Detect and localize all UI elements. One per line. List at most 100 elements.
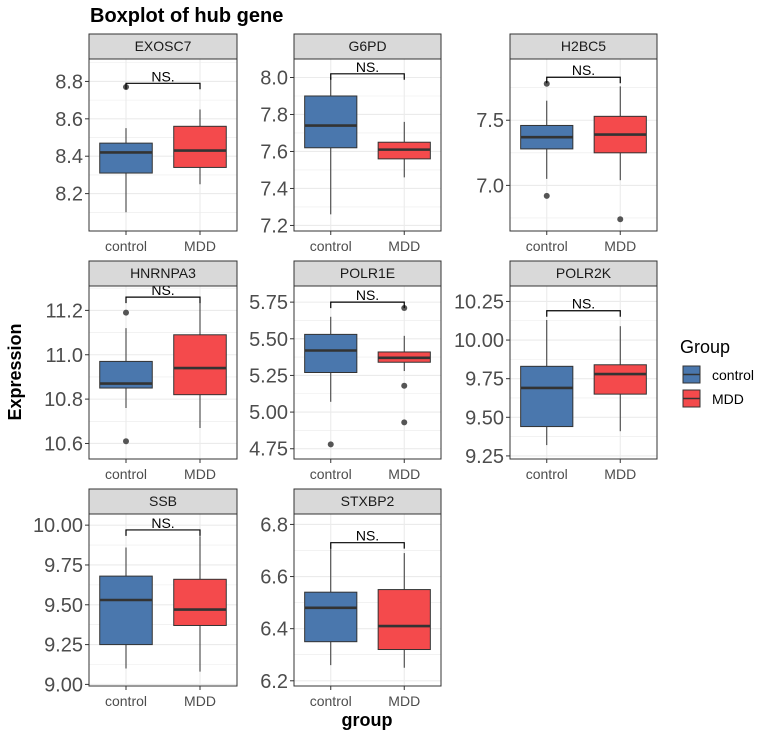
significance-label: NS. [151, 515, 174, 531]
facet-strip-label: HNRNPA3 [130, 265, 196, 281]
x-tick-label: control [105, 238, 147, 254]
y-axis-label: Expression [5, 323, 25, 420]
significance-label: NS. [572, 296, 595, 312]
facet-strip-label: STXBP2 [341, 493, 395, 509]
y-tick-label: 7.6 [260, 141, 288, 163]
facet-strip-label: SSB [149, 493, 177, 509]
significance-bracket [125, 82, 201, 90]
significance-label: NS. [356, 59, 379, 75]
facet-strip-label: POLR1E [340, 265, 395, 281]
x-tick-label: MDD [184, 693, 216, 709]
facet-strip [88, 488, 238, 515]
legend: Group control MDD [680, 337, 754, 408]
box-iqr [304, 591, 358, 643]
y-tick-label: 11.0 [46, 345, 83, 367]
y-tick-label: 7.8 [260, 104, 288, 126]
significance-bracket [125, 529, 201, 536]
x-tick-label: MDD [604, 466, 636, 482]
box-control [520, 80, 574, 199]
significance-bracket [546, 310, 621, 317]
y-tick-label: 4.75 [249, 439, 288, 461]
box-iqr [593, 364, 647, 395]
y-tick-label: 9.75 [465, 369, 504, 391]
y-tick-label: 8.2 [55, 184, 83, 206]
significance-label: NS. [572, 62, 595, 78]
y-tick-label: 5.00 [249, 402, 288, 424]
facet-strip [293, 260, 442, 287]
box-control [99, 309, 153, 445]
outlier-point [543, 80, 550, 87]
y-tick-label: 8.4 [55, 146, 83, 168]
x-tick-label: MDD [388, 238, 420, 254]
box-iqr [304, 333, 358, 373]
y-tick-label: 8.8 [55, 71, 83, 93]
box-control [99, 84, 153, 213]
box-iqr [99, 575, 153, 646]
facet-strip [509, 260, 658, 287]
x-tick-label: control [310, 466, 352, 482]
box-mdd [173, 536, 227, 672]
box-mdd [173, 301, 227, 428]
facet-strip-label: G6PD [348, 38, 386, 54]
panel-stxbp2: NS. STXBP2 6.2 6.4 6.6 6.8 control MDD [260, 488, 442, 709]
significance-bracket [546, 76, 621, 84]
x-axis-label: group [342, 710, 393, 730]
x-tick-label: control [105, 466, 147, 482]
outlier-point [123, 438, 129, 445]
outlier-point [401, 419, 408, 426]
outlier-point [617, 216, 624, 223]
y-tick-label: 7.4 [260, 178, 288, 200]
facet-strip [88, 33, 238, 60]
y-tick-label: 9.50 [44, 595, 83, 617]
facet-strip-label: EXOSC7 [135, 38, 192, 54]
significance-label: NS. [151, 68, 174, 84]
y-tick-label: 9.25 [44, 635, 83, 657]
y-tick-label: 9.25 [465, 446, 504, 468]
significance-bracket [125, 296, 201, 304]
y-tick-label: 7.0 [476, 175, 504, 197]
facet-strip-label: H2BC5 [561, 38, 606, 54]
box-mdd [377, 121, 431, 178]
outlier-point [123, 309, 129, 316]
box-mdd [377, 553, 431, 668]
box-iqr [520, 365, 574, 428]
outlier-point [401, 382, 408, 389]
y-tick-label: 9.75 [44, 555, 83, 577]
panel-polr1e: NS. POLR1E 4.75 5.00 5.25 5.50 5.75 control MDD [249, 260, 442, 482]
panels-layer: NS. EXOSC7 8.2 8.4 8.6 8.8 control MDD NS. G6PD 7.… [33, 33, 658, 709]
x-tick-label: MDD [184, 238, 216, 254]
panel-ssb: NS. SSB 9.00 9.25 9.50 9.75 10.00 control MDD [33, 488, 238, 709]
y-tick-label: 7.5 [476, 110, 504, 132]
y-tick-label: 11.2 [46, 300, 83, 322]
x-tick-label: MDD [604, 238, 636, 254]
box-mdd [593, 326, 647, 432]
box-control [520, 319, 574, 446]
panel-h2bc5: NS. H2BC5 7.0 7.5 control MDD [476, 33, 658, 254]
facet-strip-label: POLR2K [556, 265, 612, 281]
x-tick-label: MDD [388, 466, 420, 482]
y-tick-label: 10.6 [44, 433, 83, 455]
x-tick-label: control [526, 466, 568, 482]
box-control [99, 547, 153, 669]
box-control [304, 316, 358, 448]
panel-g6pd: NS. G6PD 7.2 7.4 7.6 7.8 8.0 control MDD [260, 33, 442, 254]
significance-bracket [330, 301, 405, 309]
facet-strip [293, 488, 442, 515]
panel-polr2k: NS. POLR2K 9.25 9.50 9.75 10.00 10.25 control MD… [454, 260, 658, 482]
significance-bracket [330, 73, 405, 80]
y-tick-label: 10.00 [33, 515, 83, 537]
y-tick-label: 10.8 [44, 389, 83, 411]
significance-label: NS. [356, 287, 379, 303]
y-tick-label: 5.25 [249, 365, 288, 387]
legend-label-mdd: MDD [712, 391, 744, 407]
box-mdd [377, 304, 431, 426]
legend-title: Group [680, 337, 730, 357]
y-tick-label: 10.00 [454, 330, 504, 352]
x-tick-label: control [105, 693, 147, 709]
x-tick-label: control [310, 693, 352, 709]
y-tick-label: 8.0 [260, 67, 288, 89]
x-tick-label: control [526, 238, 568, 254]
